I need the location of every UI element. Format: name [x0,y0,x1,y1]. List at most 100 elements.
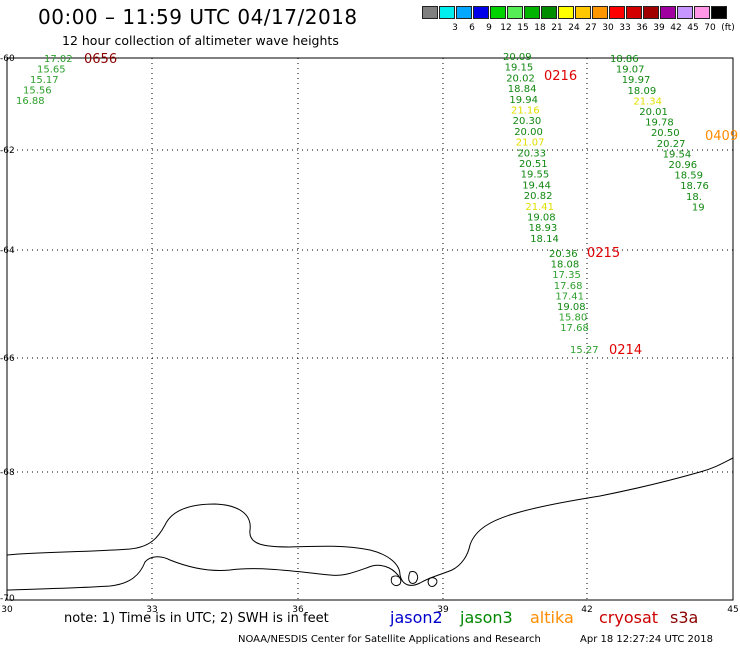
swh-value: 15.65 [37,65,66,76]
antarctic-coastline [6,457,734,586]
generated-timestamp: Apr 18 12:27:24 UTC 2018 [580,634,713,645]
legend-swatch [490,6,506,19]
legend-label: 6 [469,23,475,33]
swh-value: 15.27 [570,345,599,356]
swh-value: 20.51 [519,159,548,170]
legend-swatch [558,6,574,19]
legend-swatch [626,6,642,19]
swh-value: 20.96 [669,160,698,171]
swh-value: 21.41 [525,202,554,213]
lon-label: 42 [581,605,592,615]
legend-swatch [677,6,693,19]
pass-time-label: 0215 [587,246,620,261]
swh-value: 17.35 [552,270,581,281]
sat-jason2: jason2 [390,608,443,627]
legend-swatch [592,6,608,19]
swh-value: 17.02 [44,54,73,65]
island-outline [427,577,438,587]
legend-label: 3 [452,23,458,33]
swh-value: 17.41 [555,291,584,302]
swh-value: 20.82 [524,191,553,202]
legend-swatch [575,6,591,19]
legend-swatch [456,6,472,19]
lat-label: -64 [0,246,15,256]
swh-value: 18.14 [530,234,559,245]
legend-label: 9 [486,23,492,33]
swh-value: 19.54 [663,149,692,160]
legend-label: 39 [653,23,665,33]
legend-label: 30 [602,23,614,33]
footer-note: note: 1) Time is in UTC; 2) SWH is in fe… [64,611,329,626]
lon-label: 39 [437,605,449,615]
swh-value: 15.80 [559,313,588,324]
sat-cryosat: cryosat [599,608,659,627]
swh-value: 19.94 [509,95,538,106]
swh-value: 18.59 [674,171,703,182]
legend-label: 21 [551,23,563,33]
sat-jason3: jason3 [460,608,513,627]
swh-value: 17.68 [554,281,583,292]
legend-swatch [541,6,557,19]
lat-label: -68 [0,468,15,478]
pass-time-label: 0656 [84,52,117,67]
sat-s3a: s3a [670,608,699,627]
swh-value: 18.76 [680,181,709,192]
legend-label: 12 [500,23,512,33]
legend-swatch [609,6,625,19]
lat-label: -66 [0,354,15,364]
legend-swatch [660,6,676,19]
coastline-segment [6,556,401,591]
legend-swatch [694,6,710,19]
swh-value: 19.97 [622,75,651,86]
swh-value: 19.07 [616,65,645,76]
legend-label: 33 [619,23,631,33]
swh-value: 20.33 [517,148,546,159]
legend-swatch [711,6,727,19]
lon-label: 30 [1,605,13,615]
sat-altika: altika [530,608,574,627]
swh-value: 18.09 [628,86,657,97]
lat-label: -60 [0,54,15,64]
swh-value: 21.34 [633,96,662,107]
swh-value: 18. [686,192,702,203]
swh-value: 19.15 [505,63,534,74]
legend-label: 42 [670,23,682,33]
swh-value: 18.84 [508,84,537,95]
swh-value: 20.02 [506,73,535,84]
legend-swatch [439,6,455,19]
swh-value: 19.08 [527,213,556,224]
legend-swatch [524,6,540,19]
swh-value: 20.00 [514,127,543,138]
legend-label: 15 [517,23,529,33]
pass-time-label: 0409 [705,129,738,144]
legend-swatch [422,6,438,19]
lon-label: 36 [292,605,304,615]
swh-value: 20.27 [657,139,686,150]
island-outline [390,575,402,587]
pass-time-label: 0216 [544,69,577,84]
swh-value: 20.09 [503,52,532,63]
page-title: 00:00 – 11:59 UTC 04/17/2018 [38,5,358,29]
legend-swatch [507,6,523,19]
swh-value: 19.78 [645,118,674,129]
lat-label: -62 [0,146,15,156]
swh-value: 18.93 [529,223,558,234]
lon-label: 45 [727,605,738,615]
legend-label: 27 [585,23,597,33]
legend-swatch [473,6,489,19]
swh-value: 19.08 [557,302,586,313]
legend-label: 18 [534,23,546,33]
legend-label: 45 [687,23,699,33]
swh-value: 20.01 [639,107,668,118]
island-outline [408,571,419,585]
legend-label: 24 [568,23,580,33]
swh-value: 20.30 [513,116,542,127]
swh-value: 21.07 [516,138,545,149]
page-subtitle: 12 hour collection of altimeter wave hei… [62,33,339,48]
swh-value: 21.16 [511,106,540,117]
lat-label: -70 [0,594,15,604]
swh-value: 19.55 [521,170,550,181]
